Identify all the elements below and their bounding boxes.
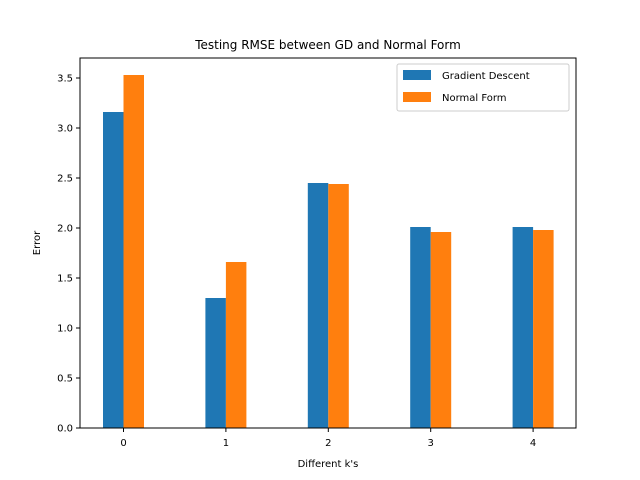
bar-normal-form-0 — [123, 75, 144, 428]
bar-gradient-descent-4 — [512, 227, 534, 428]
legend-swatch-gradient-descent — [403, 70, 431, 80]
y-tick-label: 2.0 — [57, 224, 73, 235]
bar-normal-form-4 — [533, 230, 554, 428]
legend-swatch-normal-form — [403, 92, 431, 102]
y-tick-label: 0.5 — [57, 374, 73, 385]
legend: Gradient Descent Normal Form — [396, 63, 570, 112]
x-tick-label: 2 — [325, 438, 331, 449]
y-axis: 0.0 0.5 1.0 1.5 2.0 2.5 3.0 3.5 — [57, 74, 80, 435]
bar-gradient-descent-1 — [205, 298, 226, 428]
bars-group — [103, 75, 554, 428]
bar-normal-form-1 — [225, 262, 247, 428]
x-tick-label: 4 — [530, 438, 536, 449]
chart-title: Testing RMSE between GD and Normal Form — [194, 38, 461, 52]
bar-normal-form-2 — [328, 184, 349, 428]
bar-normal-form-3 — [430, 232, 452, 428]
y-tick-label: 1.5 — [57, 274, 73, 285]
legend-label-normal-form: Normal Form — [442, 93, 507, 104]
x-tick-label: 3 — [428, 438, 434, 449]
bar-gradient-descent-3 — [410, 227, 431, 428]
x-axis-label: Different k's — [298, 459, 359, 470]
bar-gradient-descent-2 — [307, 183, 329, 428]
y-tick-label: 2.5 — [57, 174, 73, 185]
legend-label-gradient-descent: Gradient Descent — [442, 71, 530, 82]
x-tick-label: 0 — [120, 438, 126, 449]
y-tick-label: 0.0 — [57, 424, 73, 435]
bar-gradient-descent-0 — [103, 112, 124, 428]
y-tick-label: 1.0 — [57, 324, 73, 335]
x-axis: 0 1 2 3 4 — [120, 428, 536, 449]
y-tick-label: 3.5 — [57, 74, 73, 85]
x-tick-label: 1 — [223, 438, 229, 449]
legend-box — [396, 63, 570, 112]
y-axis-label: Error — [32, 230, 43, 255]
y-tick-label: 3.0 — [57, 124, 73, 135]
